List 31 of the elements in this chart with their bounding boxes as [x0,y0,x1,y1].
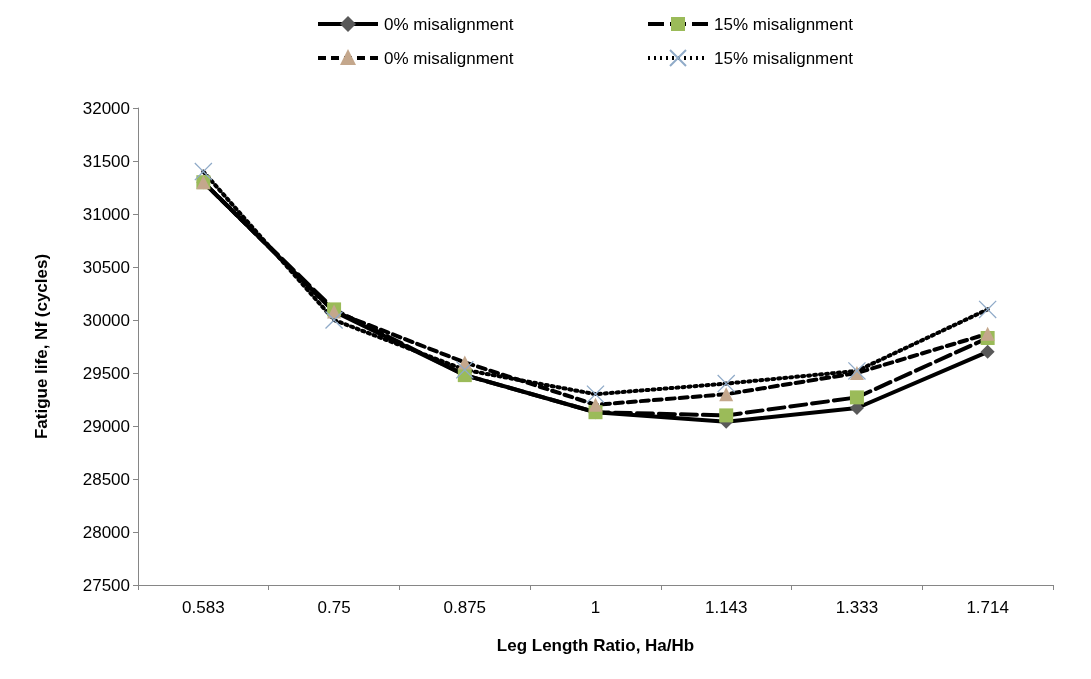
point [980,326,995,341]
x-tick-label: 0.75 [317,598,351,617]
point [717,374,736,393]
legend-label: 0% misalignment [384,48,514,68]
x-tick-label: 1 [590,598,601,617]
y-tick-label: 30500 [82,257,130,277]
y-tick-label: 31000 [82,204,130,224]
x-tick-label: 1.333 [835,598,879,617]
y-tick-label: 30000 [82,310,130,330]
x-tick-label: 1.143 [704,598,748,617]
y-tick-label: 28500 [82,469,130,489]
x-tick-label: 0.875 [443,598,487,617]
point [849,390,864,405]
point [588,397,603,412]
y-tick-label: 31500 [82,151,130,171]
x-tick-label: 0.583 [182,598,225,617]
legend-label: 15% misalignment [714,14,854,34]
y-tick-label: 29000 [82,416,130,436]
y-tick-label: 27500 [82,575,130,595]
x-tick-label: 1.714 [966,598,1009,617]
x-axis-title: Leg Length Ratio, Ha/Hb [496,636,695,655]
y-axis-title: Fatigue life, Nf (cycles) [32,253,51,440]
legend-label: 0% misalignment [384,14,514,34]
point [719,387,734,402]
point [586,385,605,404]
y-tick-label: 32000 [82,98,130,118]
point [980,344,995,359]
y-tick-label: 28000 [82,522,130,542]
y-tick-label: 29500 [82,363,130,383]
legend-label: 15% misalignment [714,48,854,68]
point [719,408,734,423]
